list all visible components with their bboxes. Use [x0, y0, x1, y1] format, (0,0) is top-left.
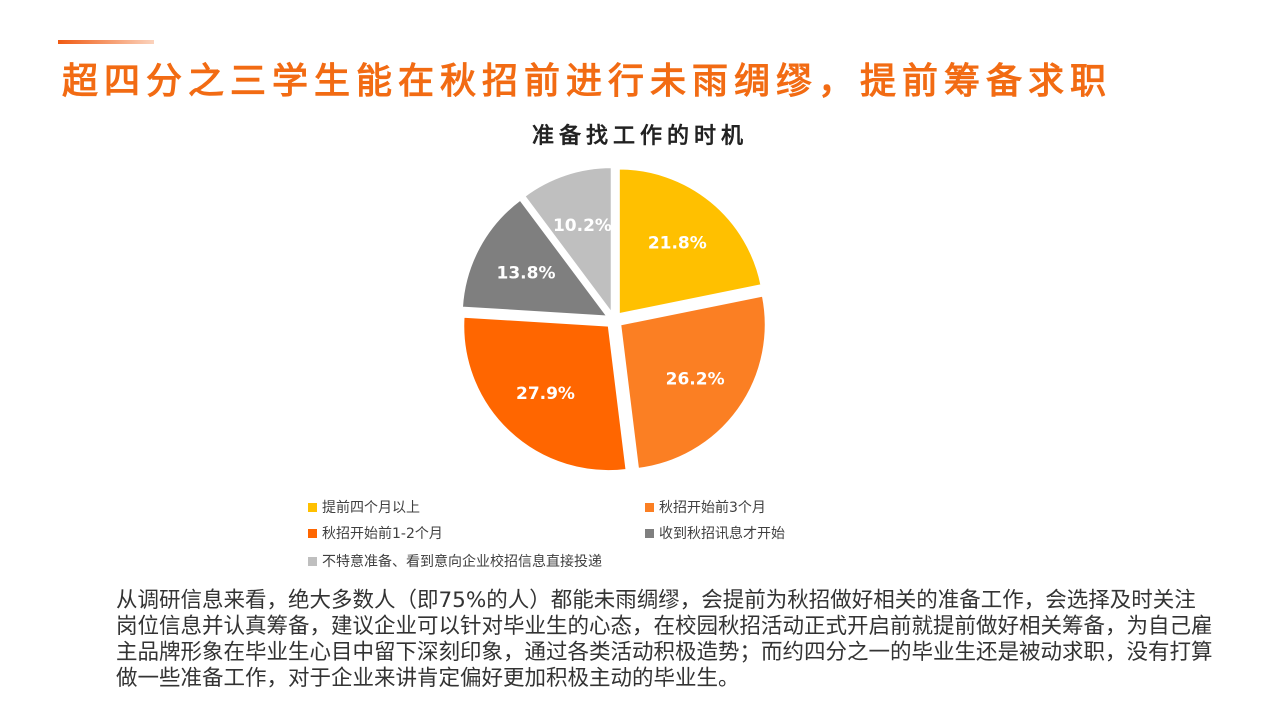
legend-swatch — [645, 528, 654, 538]
pie-slice-2 — [619, 295, 767, 470]
pie-slice-label-5: 10.2% — [553, 216, 612, 236]
pie-slice-3 — [462, 316, 628, 472]
legend-item: 不特意准备、看到意向企业校招信息直接投递 — [308, 551, 602, 571]
pie-slices — [461, 166, 767, 472]
legend-label: 秋招开始前3个月 — [659, 500, 766, 516]
pie-slice-label-1: 21.8% — [648, 234, 707, 254]
legend-swatch — [308, 528, 317, 538]
legend-label: 秋招开始前1-2个月 — [322, 526, 443, 542]
pie-slice-1 — [618, 168, 763, 315]
legend-swatch — [308, 502, 317, 512]
legend-label: 不特意准备、看到意向企业校招信息直接投递 — [322, 554, 602, 570]
legend-item: 收到秋招讯息才开始 — [645, 523, 785, 543]
page-title: 超四分之三学生能在秋招前进行未雨绸缪，提前筹备求职 — [62, 61, 1113, 102]
pie-data-labels: 21.8% 26.2% 27.9% 13.8% 10.2% — [497, 216, 725, 404]
pie-slice-4 — [461, 198, 609, 318]
pie-slice-label-2: 26.2% — [666, 369, 725, 389]
pie-slice-label-4: 13.8% — [497, 263, 556, 283]
legend-item: 秋招开始前3个月 — [645, 497, 766, 517]
legend-item: 秋招开始前1-2个月 — [308, 523, 443, 543]
legend-label: 收到秋招讯息才开始 — [659, 526, 785, 542]
chart-title: 准备找工作的时机 — [531, 124, 748, 149]
summary-paragraph: 从调研信息来看，绝大多数人（即75%的人）都能未雨绸缪，会提前为秋招做好相关的准… — [116, 588, 1213, 691]
legend-label: 提前四个月以上 — [322, 500, 420, 516]
legend-swatch — [308, 556, 317, 566]
title-accent-bar — [58, 40, 154, 44]
pie-slice-5 — [523, 166, 613, 315]
legend-swatch — [645, 502, 654, 512]
pie-slice-label-3: 27.9% — [516, 384, 575, 404]
legend-item: 提前四个月以上 — [308, 497, 420, 517]
